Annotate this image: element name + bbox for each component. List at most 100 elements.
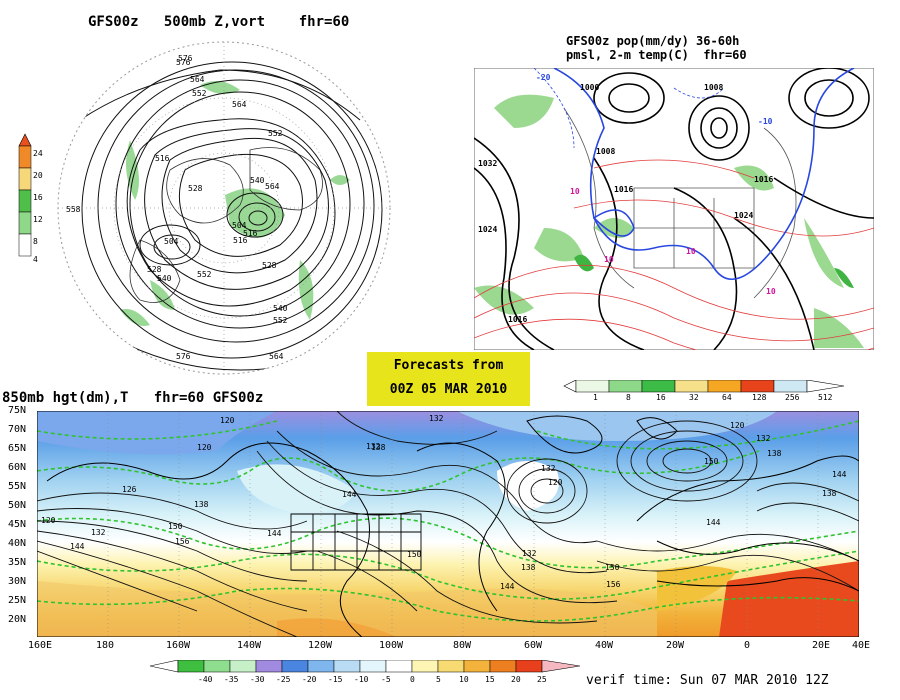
polar-label: 540 bbox=[157, 274, 172, 283]
precip-colorbar-label: 8 bbox=[626, 393, 631, 402]
pressure-label: 1032 bbox=[478, 159, 497, 168]
temp-colorbar-label: 10 bbox=[459, 675, 469, 684]
lon-tick: 100W bbox=[379, 640, 404, 651]
hgt850-contour-labels: 120 132 120 126 138 144 132 138 144 150 … bbox=[41, 414, 847, 591]
precip-coastlines bbox=[563, 107, 797, 299]
precip-colorbar: 1 8 16 32 64 128 256 512 bbox=[563, 380, 845, 402]
hgt-label: 132 bbox=[429, 414, 444, 423]
lat-tick: 50N bbox=[8, 500, 27, 511]
precip-colorbar-label: 16 bbox=[656, 393, 666, 402]
hgt-label: 150 bbox=[605, 563, 620, 572]
polar-label: 576 bbox=[178, 54, 193, 63]
hgt-label: 156 bbox=[606, 580, 621, 589]
polar-label: 564 bbox=[190, 75, 205, 84]
polar-label: 516 bbox=[155, 154, 170, 163]
precip-isobars bbox=[474, 68, 874, 350]
temp-colorbar-label: -20 bbox=[302, 675, 317, 684]
temp-colorbar-label: 5 bbox=[436, 675, 441, 684]
lat-tick: 75N bbox=[8, 405, 27, 416]
lon-tick: 80W bbox=[453, 640, 472, 651]
polar-contour-labels: 576 564 552 516 528 540 504 516 552 564 … bbox=[66, 54, 288, 361]
polar-colorbar: 24 20 16 12 8 4 bbox=[18, 133, 43, 264]
lon-tick: 40W bbox=[595, 640, 614, 651]
polar-map: 576 564 552 516 528 540 504 516 552 564 … bbox=[57, 41, 391, 375]
polar-label: 564 bbox=[265, 182, 280, 191]
verification-time: verif time: Sun 07 MAR 2010 12Z bbox=[586, 673, 829, 688]
hgt-label: 120 bbox=[730, 421, 745, 430]
hgt-label: 138 bbox=[194, 500, 209, 509]
precip-colorbar-label: 256 bbox=[785, 393, 800, 402]
hgt-label: 132 bbox=[91, 528, 106, 537]
hgt850-map: 120 132 120 126 138 144 132 138 144 150 … bbox=[37, 411, 859, 637]
precip-map: 1032 1024 1016 1000 1008 1016 1008 1024 … bbox=[474, 68, 874, 350]
temp-label: 10 bbox=[570, 187, 580, 196]
lat-axis: 75N 70N 65N 60N 55N 50N 45N 40N 35N 30N … bbox=[0, 405, 40, 635]
lon-tick: 20E bbox=[812, 640, 831, 651]
lat-tick: 70N bbox=[8, 424, 27, 435]
lon-tick: 160E bbox=[28, 640, 53, 651]
precip-colorbar-label: 1 bbox=[593, 393, 598, 402]
precip-freezing-line bbox=[553, 68, 855, 280]
temp-label: 10 bbox=[766, 287, 776, 296]
hgt-label: 144 bbox=[500, 582, 515, 591]
polar-label: 558 bbox=[66, 205, 81, 214]
precip-isotherms bbox=[474, 159, 874, 350]
hgt850-coastlines bbox=[46, 415, 859, 637]
lat-tick: 30N bbox=[8, 576, 27, 587]
hgt-label: 156 bbox=[175, 537, 190, 546]
polar-label: 528 bbox=[147, 265, 162, 274]
lon-tick: 0 bbox=[744, 640, 751, 651]
hgt-label: 120 bbox=[197, 443, 212, 452]
polar-colorbar-label: 16 bbox=[33, 193, 43, 202]
temp-colorbar-label: 20 bbox=[511, 675, 521, 684]
vorticity-shading bbox=[120, 81, 350, 326]
pressure-label: 1024 bbox=[478, 225, 497, 234]
precip-title-line1: GFS00z pop(mm/dy) 36-60h bbox=[566, 34, 740, 48]
isotherms bbox=[37, 420, 859, 622]
polar-label: 552 bbox=[192, 89, 207, 98]
precip-title-line2: pmsl, 2-m temp(C) fhr=60 bbox=[566, 48, 747, 62]
polar-colorbar-label: 20 bbox=[33, 171, 43, 180]
polar-label: 528 bbox=[262, 261, 277, 270]
polar-label: 564 bbox=[269, 352, 284, 361]
lat-tick: 35N bbox=[8, 557, 27, 568]
hgt-label: 138 bbox=[767, 449, 782, 458]
forecast-issue-stamp: Forecasts from 00Z 05 MAR 2010 bbox=[367, 352, 530, 406]
hgt-label: 132 bbox=[366, 442, 381, 451]
lat-tick: 55N bbox=[8, 481, 27, 492]
height-contours bbox=[37, 411, 859, 637]
temp-colorbar-label: -15 bbox=[328, 675, 343, 684]
stamp-line1: Forecasts from bbox=[393, 358, 504, 373]
hgt850-panel-title: 850mb hgt(dm),T fhr=60 GFS00z bbox=[2, 390, 264, 406]
polar-label: 552 bbox=[273, 316, 288, 325]
hgt-label: 132 bbox=[541, 464, 556, 473]
pressure-label: 1024 bbox=[734, 211, 753, 220]
hgt-label: 132 bbox=[756, 434, 771, 443]
lat-tick: 45N bbox=[8, 519, 27, 530]
hgt-label: 150 bbox=[407, 550, 422, 559]
temp-colorbar-label: -25 bbox=[276, 675, 291, 684]
lat-tick: 25N bbox=[8, 595, 27, 606]
polar-label: 552 bbox=[197, 270, 212, 279]
stamp-line2: 00Z 05 MAR 2010 bbox=[389, 382, 508, 397]
precip-colorbar-label: 32 bbox=[689, 393, 699, 402]
temp-colorbar: -40 -35 -30 -25 -20 -15 -10 -5 0 5 10 15… bbox=[149, 660, 581, 684]
hgt-label: 144 bbox=[342, 490, 357, 499]
lon-tick: 180 bbox=[96, 640, 115, 651]
temp-label: -10 bbox=[758, 117, 773, 126]
lon-axis: 160E 180 160W 140W 120W 100W 80W 60W 40W… bbox=[0, 640, 900, 654]
temp-colorbar-label: 25 bbox=[537, 675, 547, 684]
temp-label: -20 bbox=[536, 73, 551, 82]
polar-panel-title: GFS00z 500mb Z,vort fhr=60 bbox=[88, 14, 350, 30]
hgt-label: 144 bbox=[832, 470, 847, 479]
hgt-label: 138 bbox=[371, 443, 386, 452]
polar-colorbar-label: 12 bbox=[33, 215, 43, 224]
pressure-label: 1016 bbox=[508, 315, 527, 324]
lat-tick: 60N bbox=[8, 462, 27, 473]
hgt-label: 150 bbox=[704, 457, 719, 466]
temp-colorbar-label: -10 bbox=[354, 675, 369, 684]
pressure-label: 1008 bbox=[596, 147, 615, 156]
polar-label: 528 bbox=[188, 184, 203, 193]
precip-colorbar-label: 64 bbox=[722, 393, 732, 402]
lon-tick: 60W bbox=[524, 640, 543, 651]
